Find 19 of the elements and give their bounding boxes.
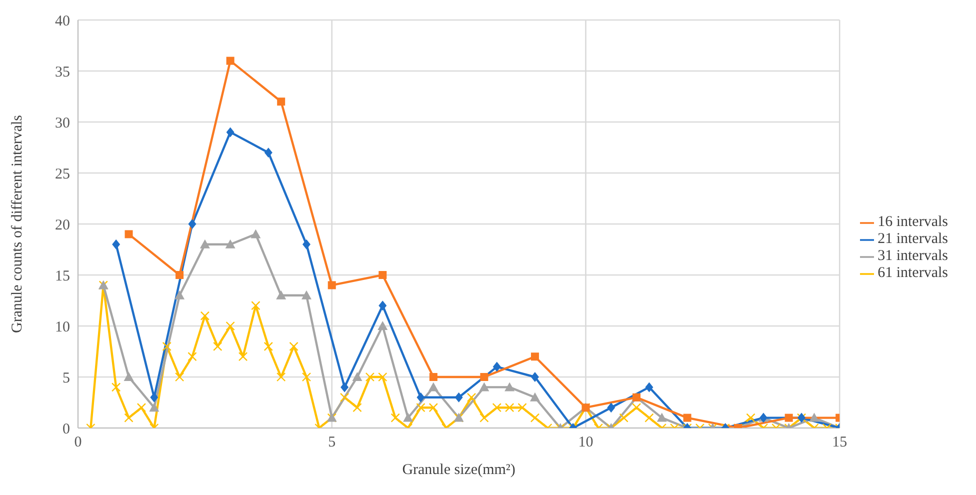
y-tick-label: 20 (55, 217, 70, 234)
legend-label: 21 intervals (878, 231, 948, 247)
x-axis-title: Granule size(mm²) (402, 462, 516, 478)
y-tick-label: 5 (62, 370, 70, 386)
legend-label: 61 intervals (878, 265, 948, 281)
y-tick-label: 25 (55, 166, 70, 182)
y-tick-label: 0 (62, 421, 70, 438)
x-tick-label: 0 (74, 434, 82, 451)
x-tick-label: 5 (328, 434, 336, 451)
x-tick-label: 10 (578, 434, 594, 451)
legend-label: 16 intervals (878, 214, 948, 230)
y-tick-label: 30 (55, 115, 70, 132)
y-tick-label: 35 (55, 64, 70, 80)
x-tick-label: 15 (832, 434, 848, 451)
legend-label: 31 intervals (878, 248, 948, 264)
y-tick-label: 40 (55, 13, 70, 30)
y-tick-label: 10 (55, 319, 70, 336)
y-tick-label: 15 (55, 268, 70, 284)
y-axis-title: Granule counts of different intervals (9, 114, 26, 333)
